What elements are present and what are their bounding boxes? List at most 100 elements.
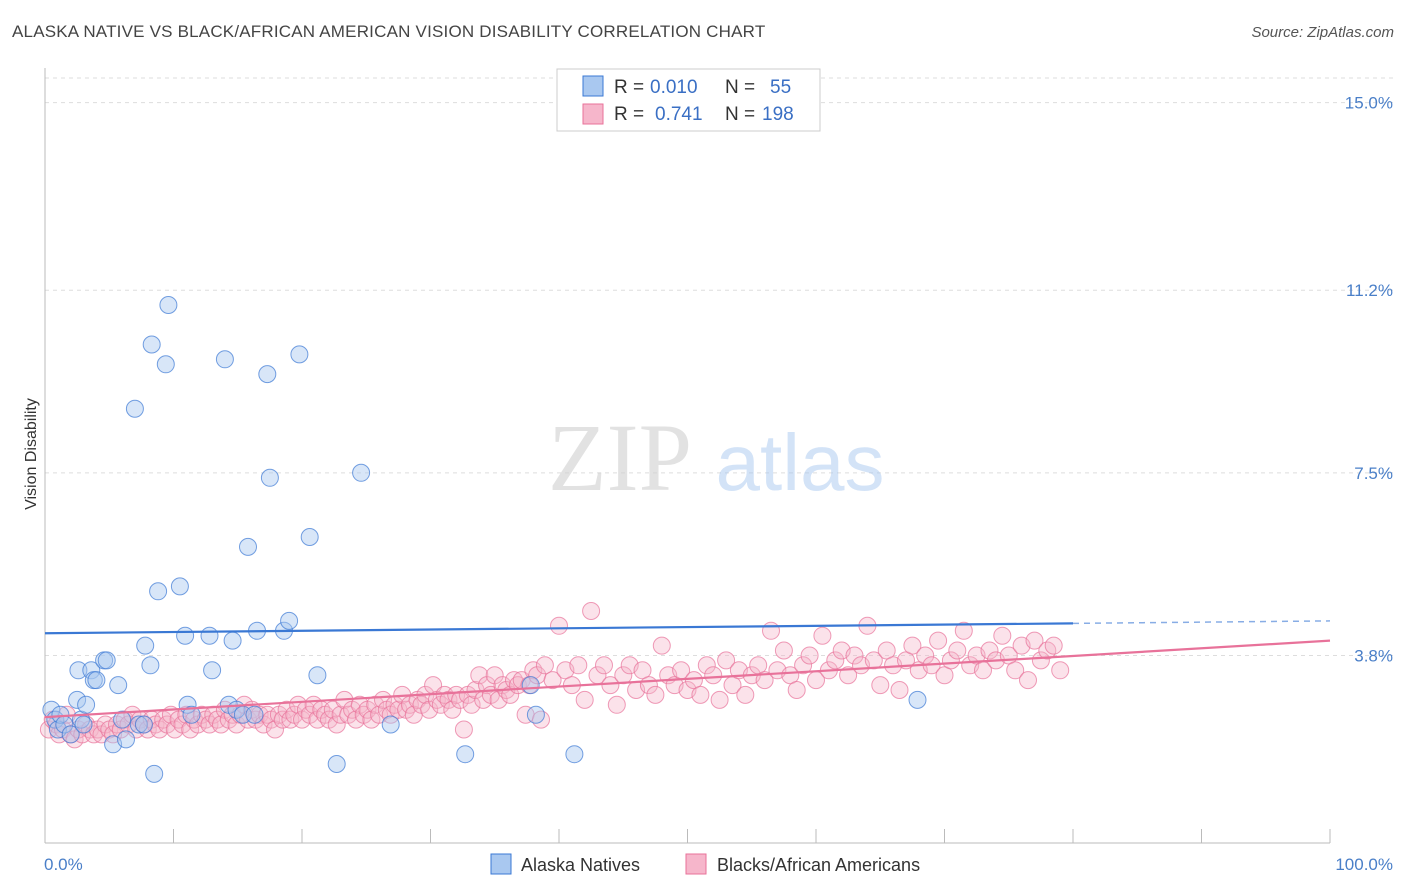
black-african-american-point <box>948 641 967 660</box>
black-african-american-point <box>266 720 284 739</box>
alaska-native-point <box>215 350 234 369</box>
black-african-american-point <box>327 715 346 734</box>
black-african-american-point <box>543 671 562 690</box>
bottom-legend: Alaska Natives Blacks/African Americans <box>490 853 920 875</box>
legend-n-value-2: 198 <box>762 104 794 125</box>
alaska-native-point <box>97 651 116 670</box>
alaska-native-point <box>908 690 927 709</box>
alaska-native-point <box>145 764 164 783</box>
alaska-native-point <box>125 399 144 418</box>
watermark-zip: ZIP <box>548 404 692 511</box>
alaska-native-point <box>526 705 545 724</box>
watermark-atlas: atlas <box>716 418 885 507</box>
series-blacks-african-americans <box>39 602 1070 749</box>
alaska-native-point <box>245 705 264 724</box>
alaska-native-point <box>258 365 277 384</box>
series-alaska-natives <box>42 296 927 783</box>
black-african-american-point <box>607 695 626 714</box>
alaska-native-point <box>565 745 584 764</box>
y-tick-label: 11.2% <box>1346 281 1393 300</box>
bottom-legend-swatch-pink <box>685 853 707 875</box>
black-african-american-point <box>575 690 594 709</box>
black-african-american-point <box>941 651 960 670</box>
legend-swatch-pink <box>582 103 604 125</box>
black-african-american-point <box>1006 661 1025 680</box>
alaska-native-point <box>74 715 93 734</box>
black-african-american-point <box>420 700 439 719</box>
chart-source: Source: ZipAtlas.com <box>1251 24 1394 41</box>
alaska-native-point <box>61 725 80 744</box>
y-tick-label: 3.8% <box>1354 646 1393 665</box>
black-african-american-point <box>697 656 716 675</box>
black-african-american-point <box>871 676 890 695</box>
legend: R = 0.010 N = 55 R = 0.741 N = 198 <box>556 68 821 132</box>
x-tick-label-max: 100.0% <box>1335 855 1393 874</box>
black-african-american-point <box>595 656 613 675</box>
black-african-american-point <box>839 666 858 685</box>
black-african-american-point <box>470 666 489 685</box>
alaska-native-point <box>159 296 178 314</box>
alaska-native-point <box>176 626 195 645</box>
black-african-american-point <box>646 685 665 704</box>
black-african-american-point <box>1019 671 1037 690</box>
alaska-native-point <box>149 582 168 601</box>
black-african-american-point <box>443 700 462 719</box>
alaska-native-point <box>260 468 279 487</box>
y-tick-label: 7.5% <box>1354 464 1393 483</box>
alaska-native-point <box>280 611 299 630</box>
alaska-native-point <box>77 695 96 714</box>
bottom-legend-label-black: Blacks/African Americans <box>717 855 920 875</box>
alaska-native-point <box>352 463 371 482</box>
legend-n-value-1: 55 <box>770 77 791 98</box>
alaska-native-point <box>134 715 153 734</box>
alaska-native-point <box>42 700 61 719</box>
black-african-american-point <box>582 602 601 620</box>
alaska-native-point <box>142 335 161 354</box>
alaska-native-point <box>521 676 540 695</box>
alaska-native-point <box>300 528 319 546</box>
alaska-native-point <box>203 661 222 680</box>
black-african-american-point <box>710 690 729 709</box>
alaska-native-point <box>129 715 148 734</box>
black-african-american-point <box>717 651 736 670</box>
black-african-american-point <box>1051 661 1070 680</box>
bottom-legend-label-alaska: Alaska Natives <box>521 855 640 875</box>
alaska-native-point <box>87 671 106 690</box>
watermark: ZIP atlas <box>548 404 884 511</box>
black-african-american-point <box>1025 631 1044 650</box>
legend-r-value-2: 0.741 <box>655 104 703 125</box>
trend-lines <box>44 620 1331 719</box>
black-african-american-point <box>1031 651 1050 670</box>
alaska-native-point <box>456 745 475 764</box>
black-african-american-point <box>980 641 999 660</box>
black-african-american-point <box>489 690 508 709</box>
alaska-native-point <box>239 537 257 556</box>
alaska-native-trend-line <box>44 622 1074 635</box>
alaska-native-point <box>136 636 155 655</box>
chart-title: ALASKA NATIVE VS BLACK/AFRICAN AMERICAN … <box>12 22 766 41</box>
black-african-american-point <box>485 666 504 685</box>
black-african-american-point <box>845 646 864 665</box>
alaska-native-point <box>141 656 160 675</box>
alaska-native-point <box>117 730 135 749</box>
gridlines <box>45 77 1395 656</box>
black-african-american-point <box>890 681 909 699</box>
alaska-native-point <box>109 676 128 695</box>
black-african-american-point <box>826 651 845 670</box>
legend-swatch-blue <box>582 75 604 97</box>
alaska-native-point <box>223 631 242 650</box>
black-african-american-point <box>993 626 1012 645</box>
alaska-native-point <box>69 661 88 680</box>
alaska-native-trend-extension <box>1072 620 1331 625</box>
black-african-american-point <box>532 710 550 729</box>
alaska-native-point <box>182 705 201 724</box>
black-african-american-point <box>227 715 246 734</box>
alaska-native-point <box>308 666 327 685</box>
black-african-american-point <box>794 656 813 675</box>
black-african-american-trend-line <box>44 639 1331 719</box>
y-tick-label: 15.0% <box>1345 94 1393 113</box>
legend-r-label-1: R = <box>614 77 644 98</box>
alaska-native-point <box>68 690 87 709</box>
legend-r-value-1: 0.010 <box>650 77 698 98</box>
